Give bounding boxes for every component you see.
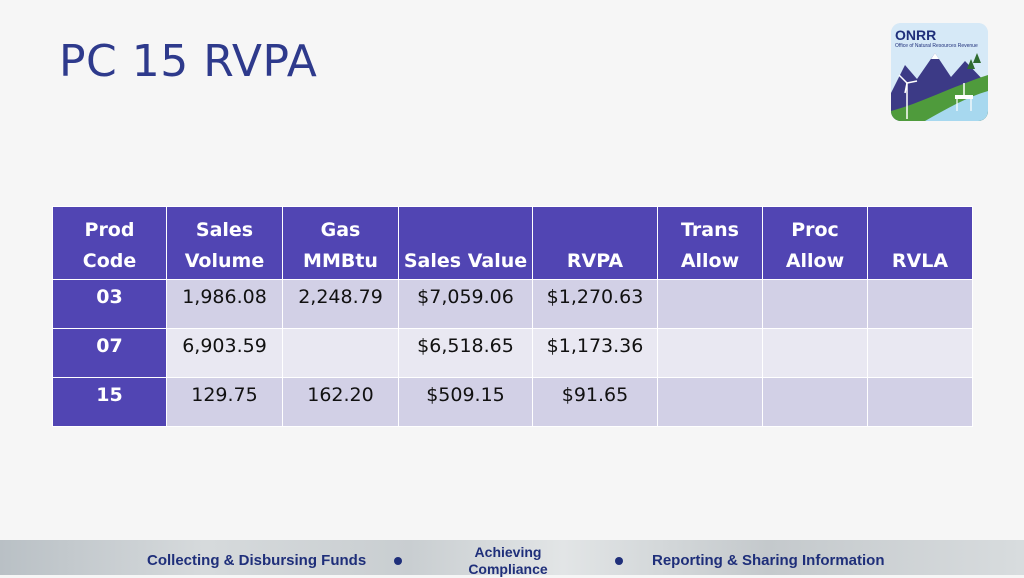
rvpa-cell: $1,270.63: [532, 279, 658, 329]
rvpa-cell: $1,173.36: [532, 328, 658, 378]
table-row: 07 6,903.59 $6,518.65 $1,173.36: [52, 328, 973, 378]
header-gas-mmbtu: Gas MMBtu: [282, 206, 399, 280]
footer-bullet-icon: [615, 557, 623, 565]
sales-volume-cell: 1,986.08: [166, 279, 283, 329]
header-rvla: RVLA: [867, 206, 973, 280]
footer-item-compliance: Achieving Compliance: [468, 544, 548, 577]
gas-mmbtu-cell: 162.20: [282, 377, 399, 427]
gas-mmbtu-cell: 2,248.79: [282, 279, 399, 329]
logo-artwork-icon: [891, 23, 988, 121]
sales-volume-cell: 129.75: [166, 377, 283, 427]
footer-item-collecting: Collecting & Disbursing Funds: [147, 552, 367, 569]
sales-volume-cell: 6,903.59: [166, 328, 283, 378]
sales-value-cell: $509.15: [398, 377, 533, 427]
prod-code-cell: 07: [52, 328, 167, 378]
footer-bullet-icon: [394, 557, 402, 565]
header-prod-code: Prod Code: [52, 206, 167, 280]
logo-subtitle: Office of Natural Resources Revenue: [895, 43, 978, 49]
prod-code-cell: 15: [52, 377, 167, 427]
trans-allow-cell: [657, 377, 763, 427]
proc-allow-cell: [762, 377, 868, 427]
rvla-cell: [867, 328, 973, 378]
logo-name: ONRR: [895, 27, 937, 43]
footer-banner: Collecting & Disbursing Funds Achieving …: [0, 540, 1024, 577]
header-sales-volume: Sales Volume: [166, 206, 283, 280]
proc-allow-cell: [762, 279, 868, 329]
proc-allow-cell: [762, 328, 868, 378]
rvla-cell: [867, 377, 973, 427]
header-sales-value: Sales Value: [398, 206, 533, 280]
rvpa-table: Prod Code Sales Volume Gas MMBtu Sales Valu…: [52, 206, 973, 427]
onrr-logo: ONRR Office of Natural Resources Revenue: [891, 23, 988, 121]
trans-allow-cell: [657, 279, 763, 329]
table-header-row: Prod Code Sales Volume Gas MMBtu Sales Valu…: [52, 206, 973, 280]
footer-item-reporting: Reporting & Sharing Information: [652, 552, 885, 569]
prod-code-cell: 03: [52, 279, 167, 329]
rvla-cell: [867, 279, 973, 329]
gas-mmbtu-cell: [282, 328, 399, 378]
table-row: 15 129.75 162.20 $509.15 $91.65: [52, 377, 973, 427]
sales-value-cell: $7,059.06: [398, 279, 533, 329]
rvpa-cell: $91.65: [532, 377, 658, 427]
trans-allow-cell: [657, 328, 763, 378]
table-row: 03 1,986.08 2,248.79 $7,059.06 $1,270.63: [52, 279, 973, 329]
header-proc-allow: Proc Allow: [762, 206, 868, 280]
header-trans-allow: Trans Allow: [657, 206, 763, 280]
slide-title: PC 15 RVPA: [59, 36, 318, 87]
header-rvpa: RVPA: [532, 206, 658, 280]
sales-value-cell: $6,518.65: [398, 328, 533, 378]
